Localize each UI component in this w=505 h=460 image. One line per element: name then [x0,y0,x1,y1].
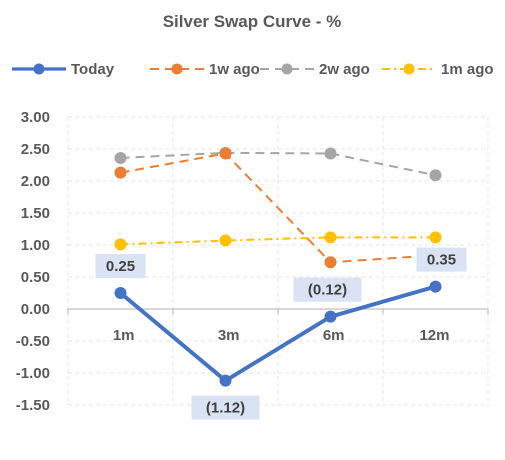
y-tick-label: 3.00 [21,109,50,126]
data-label-text: (0.12) [308,282,347,299]
series-1m-ago [114,231,442,251]
legend-item: Today [12,61,115,78]
y-tick-label: -1.50 [16,397,50,414]
data-label-box [95,254,146,278]
axes: 3.00 2.50 2.00 1.50 1.00 0.50 0.00 -0.50 -1.00 -1… [16,109,489,414]
series-today [114,280,442,387]
x-tick-label: 12m [419,327,449,344]
x-tick-label: 6m [323,327,345,344]
series-line [120,152,436,264]
legend-item: 2w ago [260,61,370,78]
data-point [114,287,127,299]
legend-marker [281,63,293,75]
data-point [114,238,127,251]
data-label-text: 0.25 [106,258,135,275]
data-point [219,234,232,247]
data-point [114,151,127,164]
data-point [429,280,442,293]
data-label: (1.12) [191,395,260,420]
data-point [219,147,232,160]
legend-item: 1w ago [150,61,260,78]
x-tick-label: 3m [218,327,240,344]
legend: Today 1w ago 2w ago 1m ago [12,61,494,78]
data-label-box [191,395,260,420]
data-label: (0.12) [293,277,362,302]
legend-label: 1m ago [441,61,494,78]
y-tick-label: 0.50 [21,269,50,286]
data-point [324,231,337,244]
data-label: 0.35 [416,247,467,272]
y-tick-label: -1.00 [16,365,50,382]
series-line [119,284,437,383]
legend-marker [33,63,45,75]
data-label: 0.25 [95,254,146,278]
series-layer [114,146,442,387]
data-label-box [416,247,467,272]
data-label-text: 0.35 [427,252,456,269]
gridlines [67,116,489,406]
y-tick-label: 2.50 [21,141,50,158]
legend-marker [403,63,415,75]
y-tick-label: 2.00 [21,173,50,190]
data-point [429,231,442,244]
data-point [429,169,442,182]
chart-title: Silver Swap Curve - % [163,12,342,31]
x-tick-label: 1m [113,327,135,344]
legend-label: 1w ago [209,61,260,78]
data-point [324,256,337,269]
legend-item: 1m ago [382,61,494,78]
data-label-box [293,277,362,302]
series-line [120,151,436,177]
y-tick-label: 1.50 [21,205,50,222]
data-labels: 0.25 (1.12) (0.12) 0.35 [95,247,467,420]
data-point [114,166,127,179]
y-tick-label: 0.00 [21,301,50,318]
legend-label: Today [71,61,115,78]
data-label-text: (1.12) [206,400,245,417]
y-tick-label: -0.50 [16,333,50,350]
legend-label: 2w ago [319,61,370,78]
data-point [219,374,232,387]
legend-marker [171,63,183,75]
data-point [324,147,337,160]
y-tick-label: 1.00 [21,237,50,254]
data-point [324,310,337,323]
series-line [120,236,436,246]
